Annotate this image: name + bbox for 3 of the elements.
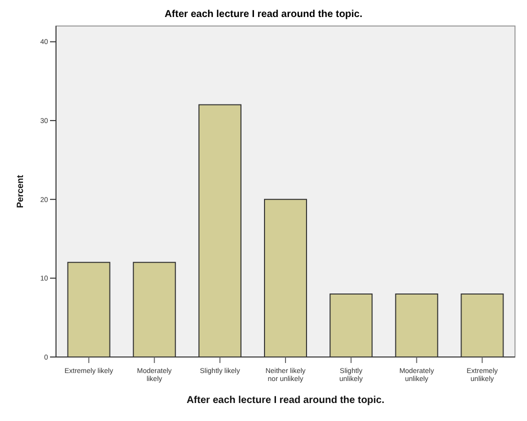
chart-title: After each lecture I read around the topic. [164,8,364,22]
x-axis-title: After each lecture I read around the topic. [186,395,385,406]
y-axis-title: Percent [15,174,26,208]
